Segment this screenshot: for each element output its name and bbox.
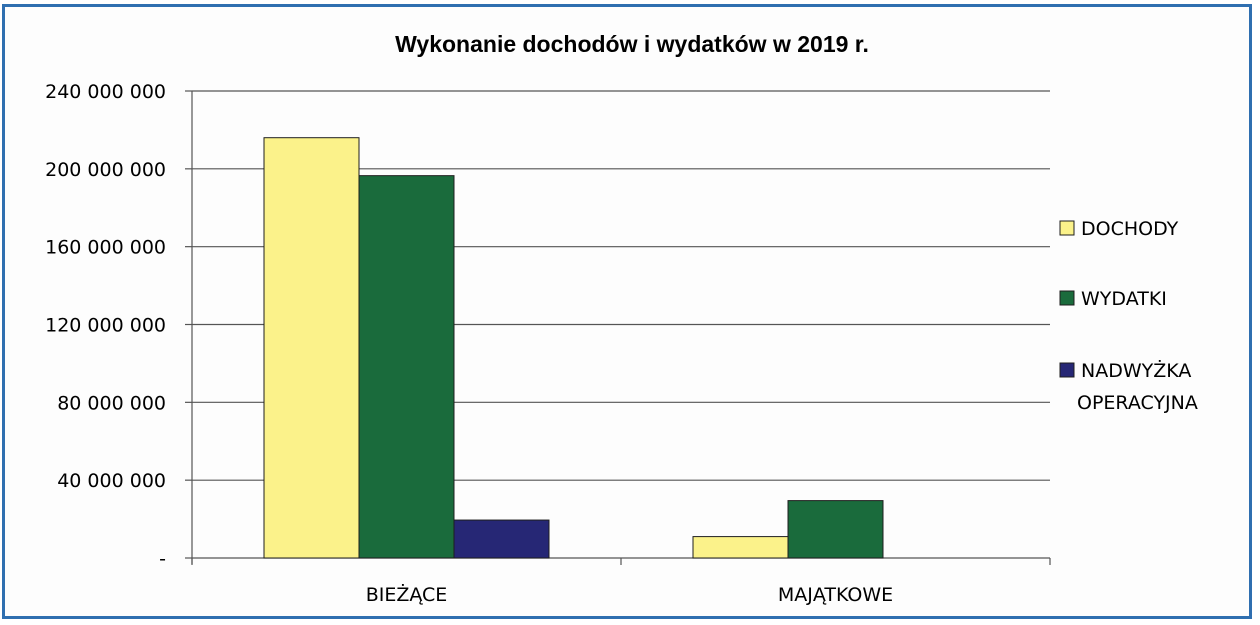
legend-label: WYDATKI [1081,288,1167,310]
x-category-label: MAJĄTKOWE [778,584,893,606]
x-category-label: BIEŻĄCE [366,583,448,606]
y-tick-label: 240 000 000 [45,81,166,103]
bar-wydatki-0 [358,175,455,559]
legend-label: NADWYŻKA OPERACYJNA [1077,359,1198,414]
y-tick-label: 200 000 000 [45,159,166,181]
y-tick-label: 40 000 000 [57,470,166,492]
legend: DOCHODY WYDATKI NADWYŻKA OPERACYJNA [1059,218,1198,414]
legend-swatch [1059,220,1075,236]
bars [263,137,884,559]
y-tick-label: 80 000 000 [57,392,166,414]
bar-dochody-1 [692,536,789,559]
chart-title: Wykonanie dochodów i wydatków w 2019 r. [395,31,869,57]
bar-dochody-0 [263,137,360,559]
legend-swatch [1059,362,1075,378]
y-axis-tick-labels: - 40 000 000 80 000 000 120 000 000 160 000 … [45,81,166,570]
legend-swatch [1059,290,1075,306]
y-tick-label: - [159,548,166,570]
bar-nadwyżka-operacyjna-0 [453,519,550,559]
bar-wydatki-1 [787,500,884,559]
y-tick-label: 160 000 000 [45,237,166,259]
legend-label: DOCHODY [1081,218,1179,240]
chart-frame [2,4,1252,619]
y-tick-label: 120 000 000 [45,315,166,337]
x-axis-category-labels: BIEŻĄCE MAJĄTKOWE [366,583,893,606]
